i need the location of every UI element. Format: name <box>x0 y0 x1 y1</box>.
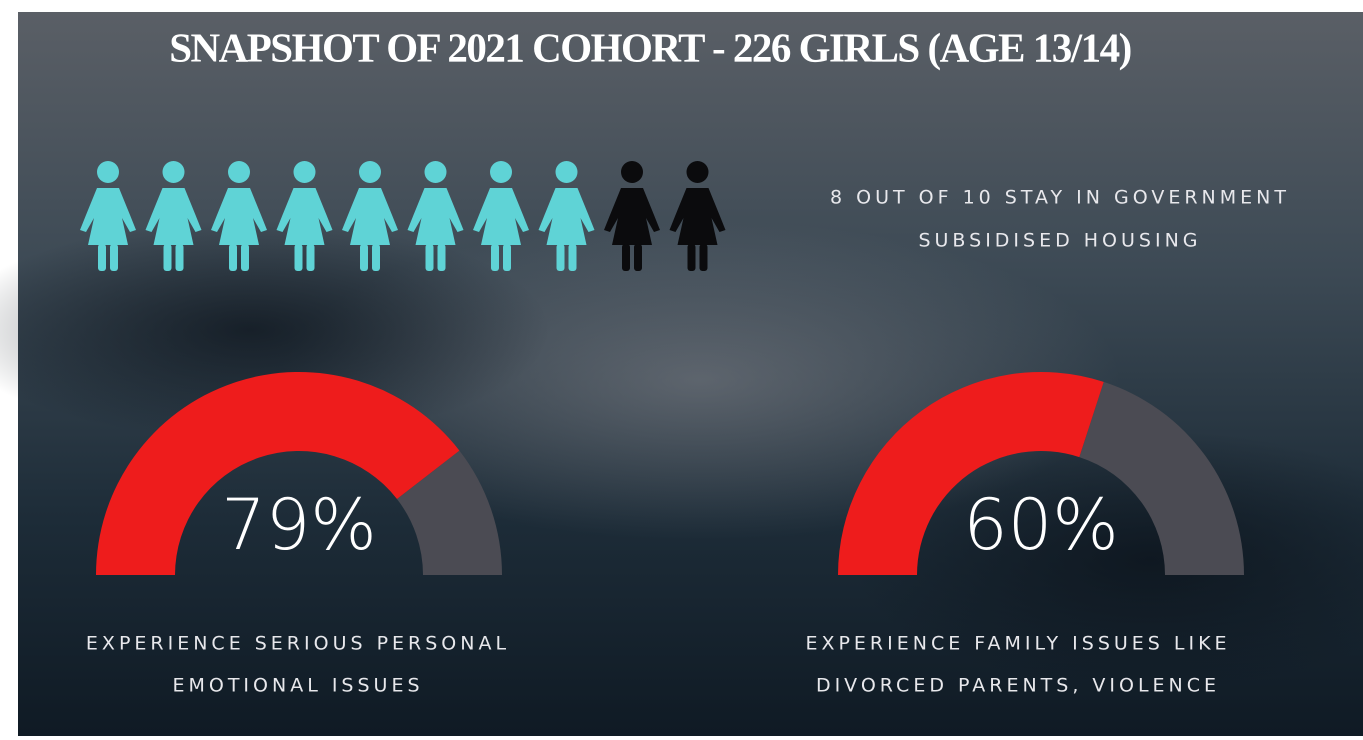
icon-leg <box>98 244 106 271</box>
icon-leg <box>176 244 184 271</box>
gauge-value-label: 60% <box>963 484 1119 566</box>
pictogram-caption: 8 OUT OF 10 STAY IN GOVERNMENT <box>830 187 1290 209</box>
icon-leg <box>622 244 630 271</box>
icon-head <box>556 161 578 183</box>
gauge-caption: DIVORCED PARENTS, VIOLENCE <box>816 675 1220 697</box>
infographic: SNAPSHOT OF 2021 COHORT - 226 GIRLS (AGE… <box>0 0 1363 740</box>
gauge-caption: EMOTIONAL ISSUES <box>172 675 423 697</box>
icon-head <box>687 161 709 183</box>
icon-head <box>97 161 119 183</box>
icon-head <box>228 161 250 183</box>
pictogram-caption: SUBSIDISED HOUSING <box>918 230 1201 252</box>
icon-head <box>425 161 447 183</box>
icon-leg <box>700 244 708 271</box>
gauge-caption: EXPERIENCE FAMILY ISSUES LIKE <box>805 633 1230 655</box>
icon-leg <box>438 244 446 271</box>
icon-leg <box>688 244 696 271</box>
icon-leg <box>503 244 511 271</box>
icon-head <box>294 161 316 183</box>
icon-leg <box>229 244 237 271</box>
icon-leg <box>110 244 118 271</box>
icon-leg <box>307 244 315 271</box>
gauge-caption: EXPERIENCE SERIOUS PERSONAL <box>86 633 510 655</box>
icon-leg <box>360 244 368 271</box>
icon-leg <box>569 244 577 271</box>
icon-leg <box>372 244 380 271</box>
icon-head <box>359 161 381 183</box>
icon-leg <box>295 244 303 271</box>
icon-head <box>490 161 512 183</box>
icon-head <box>163 161 185 183</box>
icon-leg <box>426 244 434 271</box>
icon-leg <box>241 244 249 271</box>
title: SNAPSHOT OF 2021 COHORT - 226 GIRLS (AGE… <box>169 24 1131 70</box>
icon-leg <box>634 244 642 271</box>
icon-leg <box>557 244 565 271</box>
icon-leg <box>491 244 499 271</box>
gauge-value-label: 79% <box>221 484 377 566</box>
icon-head <box>621 161 643 183</box>
icon-leg <box>164 244 172 271</box>
